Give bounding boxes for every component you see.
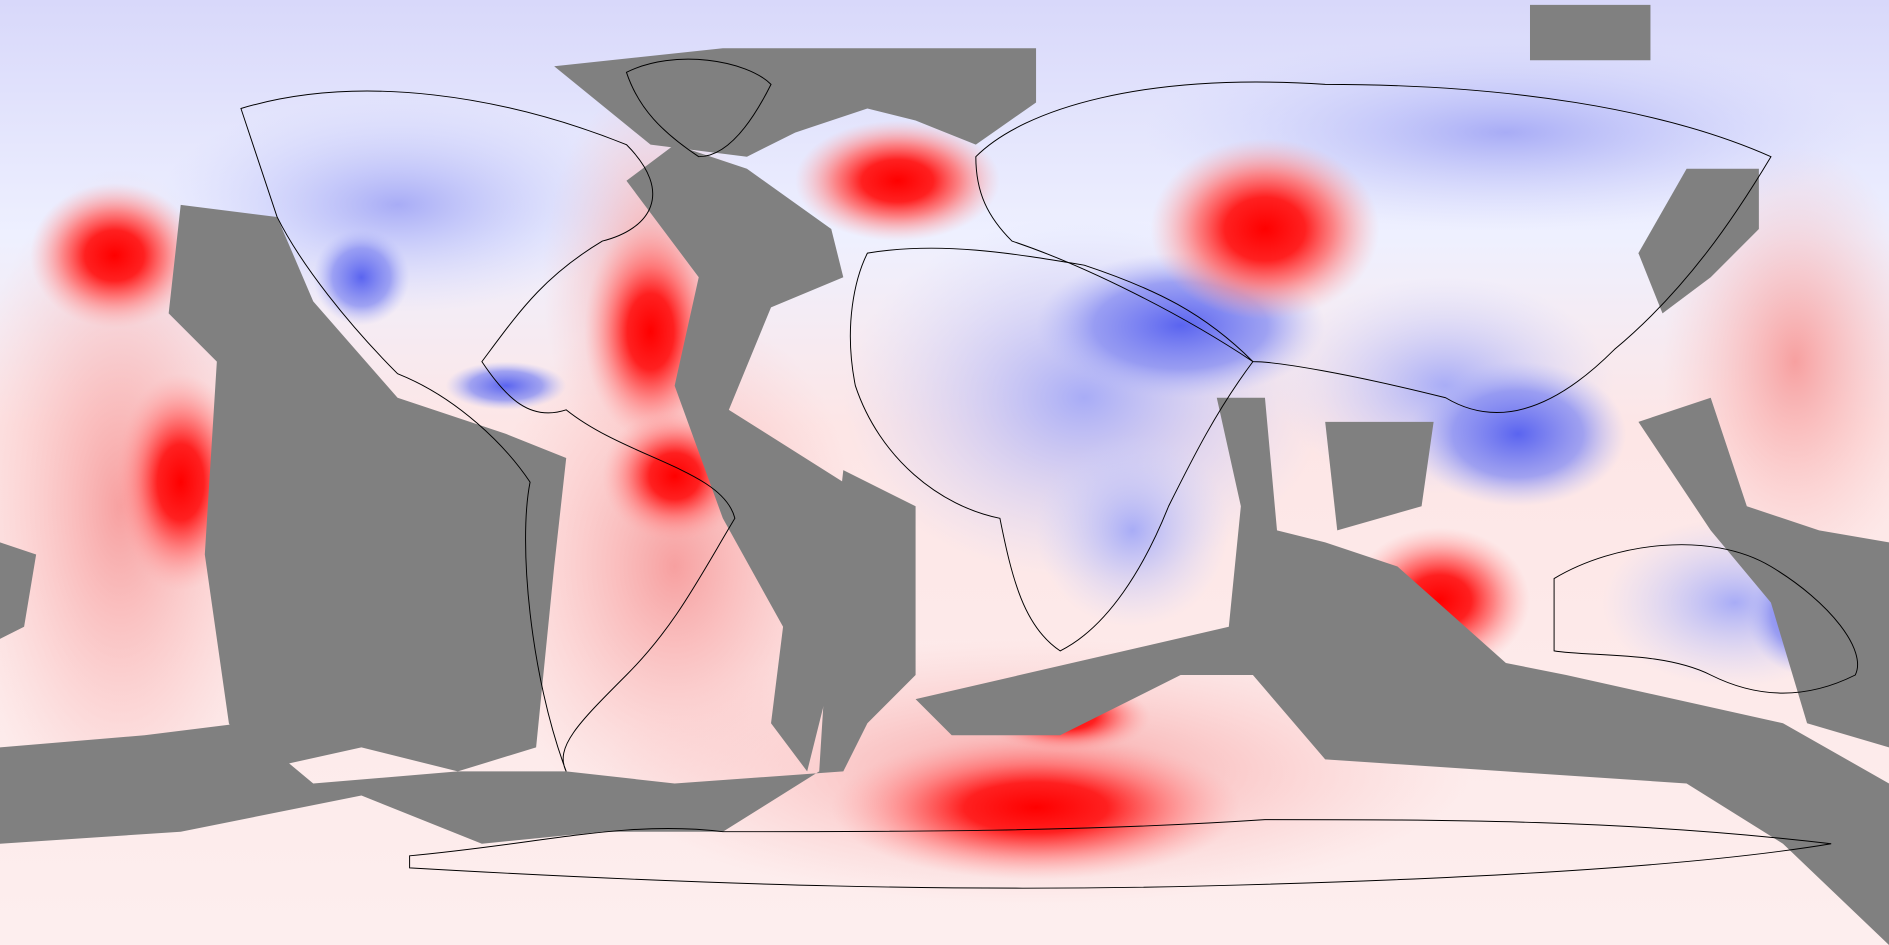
coastline bbox=[975, 81, 1772, 413]
mask bbox=[915, 397, 1889, 945]
hot-spot bbox=[30, 183, 199, 328]
coastline bbox=[1553, 544, 1858, 694]
hot-spot bbox=[1150, 138, 1380, 320]
mask bbox=[1638, 168, 1759, 314]
cool-area bbox=[1409, 361, 1627, 507]
mask bbox=[168, 204, 567, 772]
coastline bbox=[625, 58, 772, 158]
coastline bbox=[409, 819, 1832, 889]
mask bbox=[1638, 397, 1889, 748]
coastline bbox=[240, 90, 736, 772]
no-data-mask bbox=[0, 4, 1889, 945]
coastline bbox=[849, 247, 1254, 652]
hot-spot bbox=[831, 735, 1241, 880]
cool-area bbox=[313, 229, 410, 326]
mask bbox=[626, 144, 844, 772]
cool-area bbox=[445, 361, 567, 410]
coastlines bbox=[240, 58, 1858, 889]
mask bbox=[1529, 4, 1651, 61]
mask bbox=[0, 542, 37, 639]
cool-area bbox=[1036, 433, 1229, 627]
mask bbox=[1325, 421, 1434, 531]
mask bbox=[554, 48, 1037, 157]
mask bbox=[0, 470, 916, 844]
hot-spot bbox=[795, 120, 1000, 242]
